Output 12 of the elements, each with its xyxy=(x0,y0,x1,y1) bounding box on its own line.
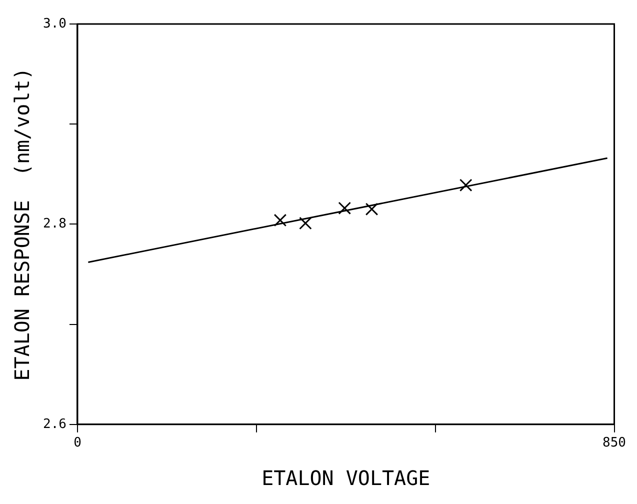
x-tick-label: 850 xyxy=(602,436,626,451)
point xyxy=(365,202,378,216)
y-tick-label: 2.6 xyxy=(42,416,66,432)
y-tick-label: 3.0 xyxy=(42,16,66,32)
point xyxy=(274,214,287,227)
x-tick-label: 0 xyxy=(74,436,82,451)
point xyxy=(299,216,312,230)
y-axis-title: ETALON RESPONSE (nm/volt) xyxy=(10,68,34,381)
x-axis-title: ETALON VOLTAGE xyxy=(262,466,430,490)
point xyxy=(459,178,472,192)
point xyxy=(338,202,352,215)
y-tick-label: 2.8 xyxy=(42,216,66,232)
